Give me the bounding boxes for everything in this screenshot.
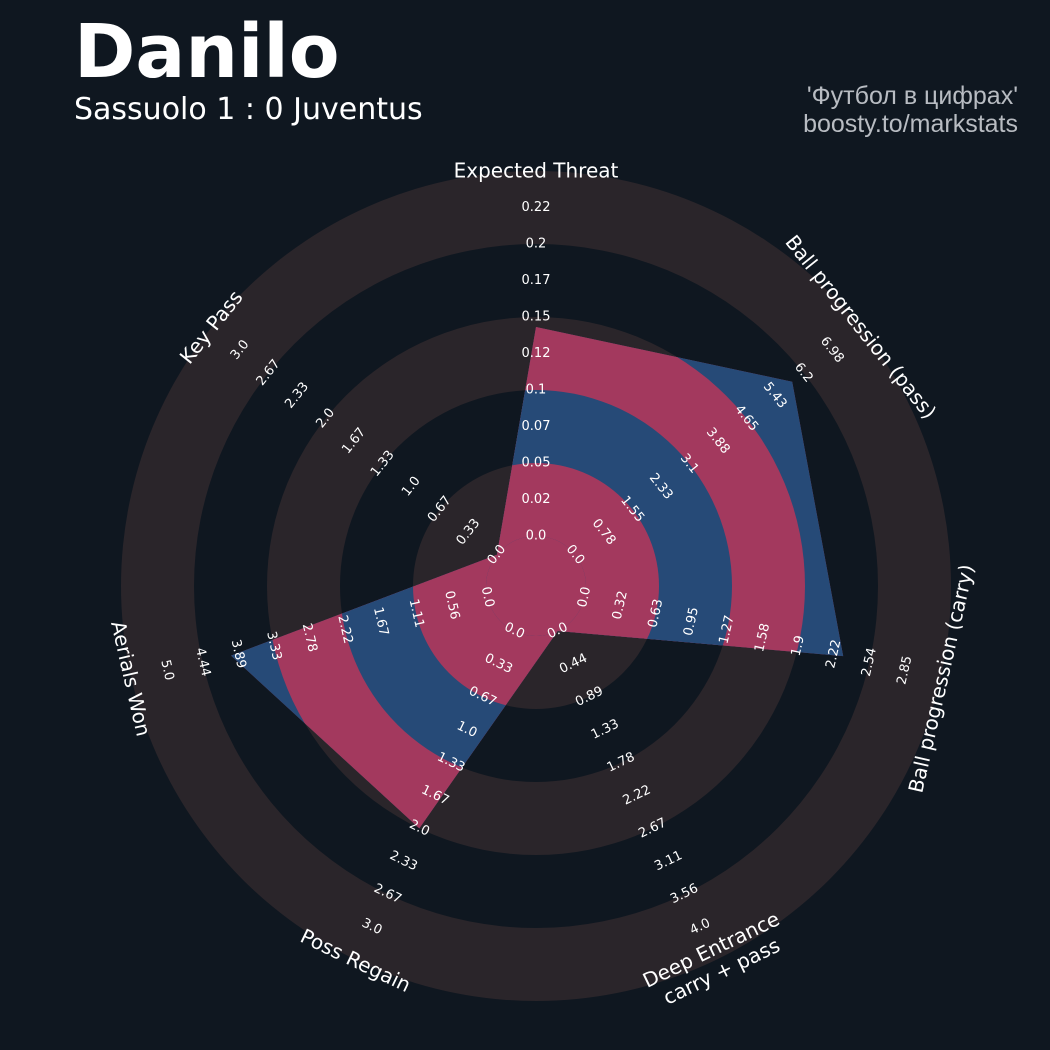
tick-label: 0.0 — [526, 529, 547, 544]
player-name: Danilo — [74, 9, 340, 95]
credit-source: 'Футбол в цифрах' — [806, 82, 1018, 110]
tick-label: 2.85 — [894, 654, 915, 686]
tick-label: 0.02 — [522, 492, 551, 507]
tick-label: 0.32 — [610, 589, 631, 621]
tick-label: 3.33 — [263, 630, 284, 662]
tick-label: 0.15 — [522, 310, 551, 325]
tick-label: 2.78 — [299, 622, 320, 654]
tick-label: 1.9 — [789, 634, 808, 658]
tick-label: 1.11 — [406, 598, 427, 630]
tick-label: 0.0 — [575, 585, 594, 609]
tick-label: 0.22 — [522, 200, 551, 215]
parameter-label: Expected Threat — [454, 159, 619, 183]
tick-label: 0.1 — [526, 383, 547, 398]
tick-label: 0.12 — [522, 346, 551, 361]
tick-label: 2.54 — [859, 646, 880, 678]
tick-label: 1.67 — [370, 606, 391, 638]
tick-label: 5.0 — [157, 658, 176, 682]
match-score: Sassuolo 1 : 0 Juventus — [74, 92, 423, 127]
tick-label: 3.89 — [228, 638, 249, 670]
tick-label: 1.27 — [717, 614, 738, 646]
tick-label: 0.63 — [645, 598, 666, 630]
tick-label: 0.95 — [681, 606, 702, 638]
value-center — [486, 536, 586, 636]
tick-label: 0.56 — [441, 589, 462, 621]
tick-label: 0.0 — [478, 585, 497, 609]
tick-label: 4.44 — [192, 646, 213, 678]
tick-label: 0.07 — [522, 419, 551, 434]
tick-label: 2.22 — [823, 638, 844, 670]
tick-label: 0.05 — [522, 456, 551, 471]
tick-label: 0.2 — [526, 237, 547, 252]
tick-label: 2.22 — [334, 614, 355, 646]
tick-label: 1.58 — [752, 622, 773, 654]
tick-label: 0.17 — [522, 273, 551, 288]
credit-url: boosty.to/markstats — [803, 110, 1018, 138]
